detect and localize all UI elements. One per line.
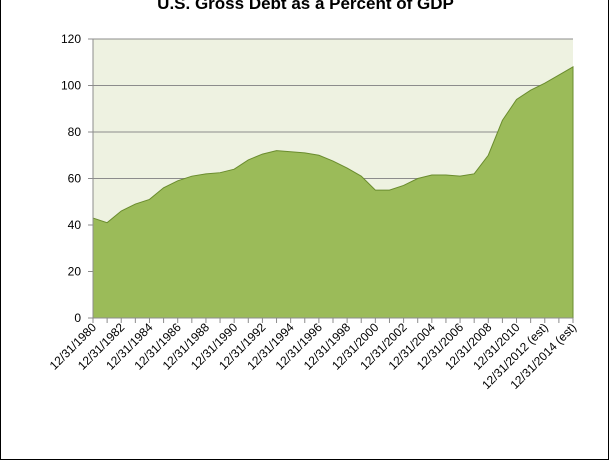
y-tick-label: 20 bbox=[68, 265, 82, 279]
y-tick-label: 100 bbox=[61, 79, 81, 93]
x-axis-tick-labels: 12/31/198012/31/198212/31/198412/31/1986… bbox=[47, 320, 579, 392]
y-tick-label: 40 bbox=[68, 218, 82, 232]
series-area bbox=[92, 66, 574, 319]
y-tick-label: 120 bbox=[61, 32, 81, 46]
y-tick-label: 0 bbox=[74, 311, 81, 325]
y-tick-label: 80 bbox=[68, 125, 82, 139]
y-tick-label: 60 bbox=[68, 172, 82, 186]
chart-title: U.S. Gross Debt as a Percent of GDP bbox=[157, 0, 454, 13]
y-axis-tick-labels: 0 20 40 60 80 100 120 bbox=[61, 32, 81, 325]
axes bbox=[88, 38, 574, 323]
